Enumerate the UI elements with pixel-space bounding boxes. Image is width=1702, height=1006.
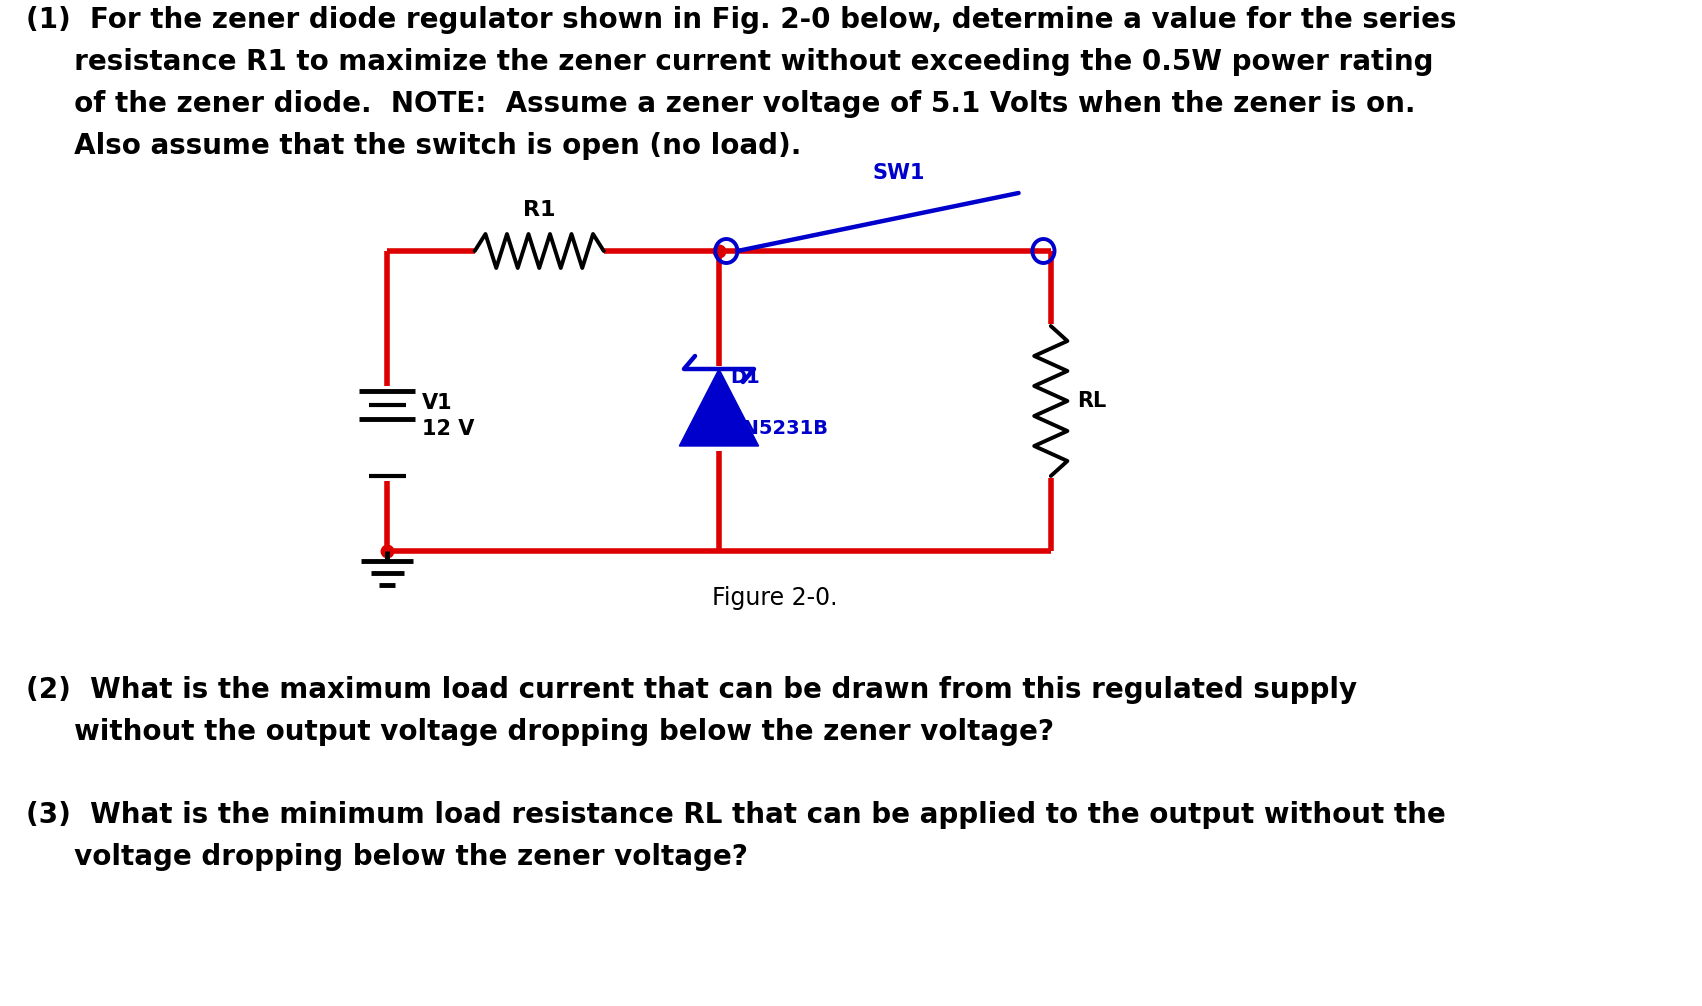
Text: Also assume that the switch is open (no load).: Also assume that the switch is open (no … [26,132,802,160]
Text: D1: D1 [730,367,759,386]
Text: Figure 2-0.: Figure 2-0. [711,586,837,610]
Text: resistance R1 to maximize the zener current without exceeding the 0.5W power rat: resistance R1 to maximize the zener curr… [26,48,1433,76]
Text: 1N5231B: 1N5231B [730,418,829,438]
Text: of the zener diode.  NOTE:  Assume a zener voltage of 5.1 Volts when the zener i: of the zener diode. NOTE: Assume a zener… [26,90,1416,118]
Text: V1: V1 [422,393,453,413]
Text: (3)  What is the minimum load resistance RL that can be applied to the output wi: (3) What is the minimum load resistance … [26,801,1445,829]
Text: (1)  For the zener diode regulator shown in Fig. 2-0 below, determine a value fo: (1) For the zener diode regulator shown … [26,6,1457,34]
Text: R1: R1 [523,200,555,220]
Text: (2)  What is the maximum load current that can be drawn from this regulated supp: (2) What is the maximum load current tha… [26,676,1356,704]
Text: RL: RL [1077,391,1106,411]
Text: 12 V: 12 V [422,420,475,439]
Polygon shape [679,369,759,446]
Text: SW1: SW1 [873,163,924,183]
Text: without the output voltage dropping below the zener voltage?: without the output voltage dropping belo… [26,718,1054,746]
Text: voltage dropping below the zener voltage?: voltage dropping below the zener voltage… [26,843,747,871]
